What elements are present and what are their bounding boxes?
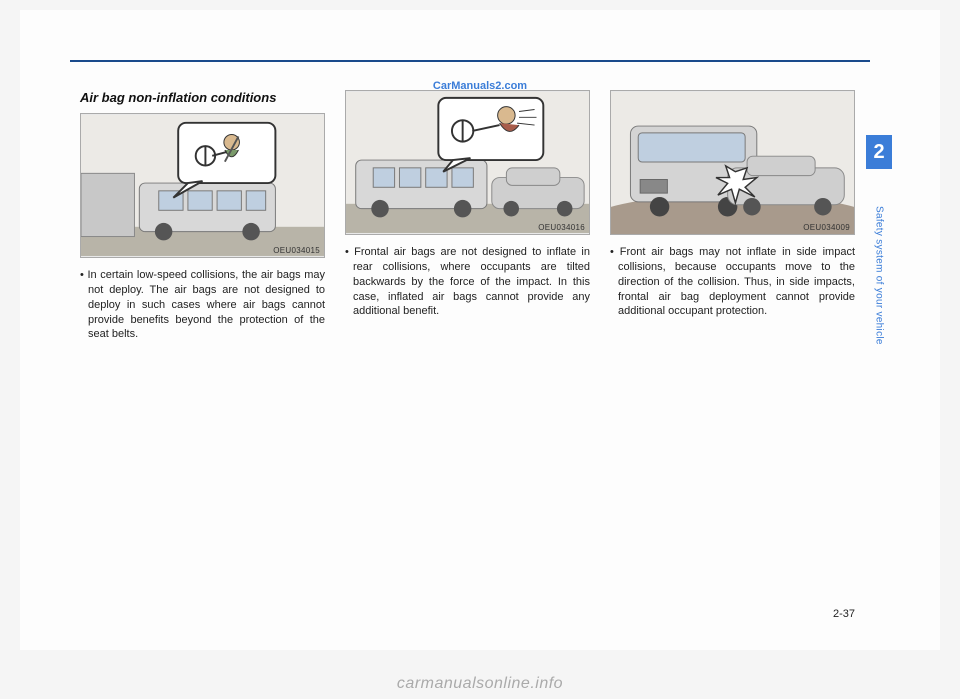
body-paragraph: Front air bags may not inflate in side i…	[610, 245, 855, 319]
illustration-low-speed: OEU034015	[80, 113, 325, 258]
illustration-rear-collision: OEU034016	[345, 90, 590, 235]
header-rule	[70, 60, 870, 62]
illustration-id: OEU034009	[803, 223, 850, 232]
body-paragraph: In certain low-speed collisions, the air…	[80, 268, 325, 342]
illustration-id: OEU034015	[273, 246, 320, 255]
column-1: Air bag non-inflation conditions	[80, 90, 325, 342]
manual-page: CarManuals2.com Air bag non-inflation co…	[20, 10, 940, 650]
column-3: OEU034009 Front air bags may not inflate…	[610, 90, 855, 342]
illustration-id: OEU034016	[538, 223, 585, 232]
chapter-tab: 2 Safety system of your vehicle	[866, 135, 892, 380]
page-number: 2-37	[833, 608, 855, 620]
chapter-title: Safety system of your vehicle	[874, 175, 885, 375]
column-2: OEU034016 Frontal air bags are not desig…	[345, 90, 590, 342]
content-columns: Air bag non-inflation conditions	[80, 90, 855, 342]
source-link-bottom: carmanualsonline.info	[397, 675, 563, 693]
illustration-side-impact: OEU034009	[610, 90, 855, 235]
body-paragraph: Frontal air bags are not designed to inf…	[345, 245, 590, 319]
chapter-number: 2	[866, 135, 892, 169]
section-title: Air bag non-inflation conditions	[80, 90, 325, 105]
